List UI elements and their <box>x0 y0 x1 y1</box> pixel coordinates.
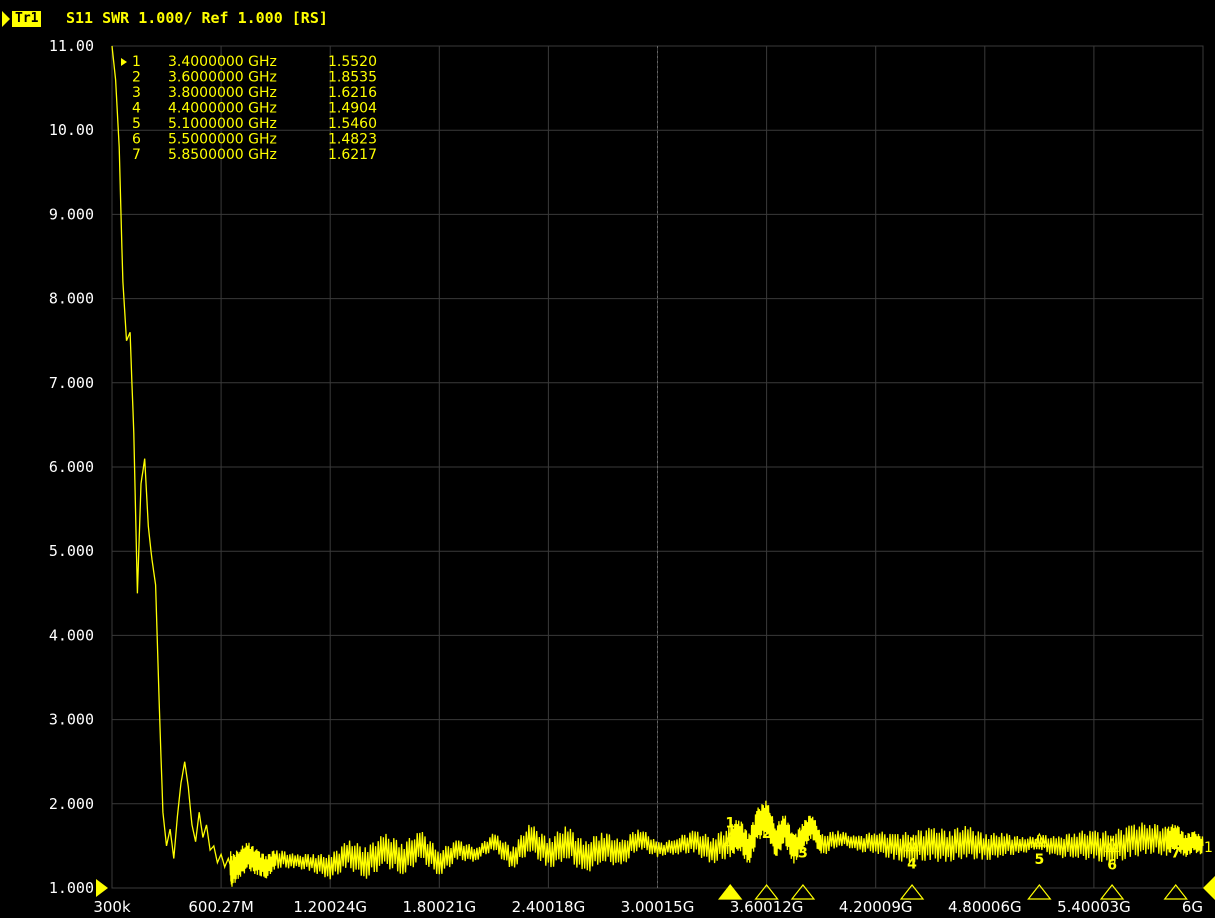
marker-table-freq: 3.6000000 GHz <box>168 70 277 86</box>
trace-header: Tr1 S11 SWR 1.000/ Ref 1.000 [RS] <box>0 0 1215 30</box>
marker-bottom-icon <box>754 884 779 900</box>
marker-bottom-icon <box>899 884 925 900</box>
marker-label: 4 <box>907 857 917 873</box>
marker-bottom-icon <box>717 884 743 900</box>
marker-label: 6 <box>1107 857 1117 873</box>
marker-table-value: 1.6217 <box>328 147 377 163</box>
x-tick-label: 300k <box>93 898 131 916</box>
trace-title: S11 SWR 1.000/ Ref 1.000 [RS] <box>66 9 328 27</box>
marker-table-id: 7 <box>132 147 141 163</box>
marker-label: 7 <box>1171 846 1181 862</box>
y-tick-label: 3.000 <box>49 711 94 729</box>
marker-bottom-icon <box>1027 884 1052 900</box>
x-tick-label: 4.20009G <box>839 898 913 916</box>
y-tick-label: 5.000 <box>49 542 94 560</box>
marker-table-value: 1.4904 <box>328 101 377 117</box>
marker-on-trace-icon <box>1105 838 1120 852</box>
marker-label: 5 <box>1034 852 1044 868</box>
ref-label: 1 <box>1204 840 1213 856</box>
x-tick-label: 4.80006G <box>948 898 1022 916</box>
x-tick-label: 600.27M <box>188 898 253 916</box>
x-tick-label: 1.80021G <box>402 898 476 916</box>
marker-label: 2 <box>762 826 772 842</box>
x-tick-label: 3.00015G <box>621 898 695 916</box>
active-marker-arrow-icon <box>121 58 127 66</box>
ref-marker-left-icon <box>96 879 108 897</box>
ref-marker-right-icon <box>1203 876 1215 900</box>
marker-on-trace-icon <box>905 837 920 852</box>
marker-table-id: 1 <box>132 54 141 70</box>
trace-tab[interactable]: Tr1 <box>12 11 42 27</box>
x-tick-label: 3.60012G <box>730 898 804 916</box>
marker-on-trace-icon <box>759 806 774 821</box>
marker-table-freq: 3.4000000 GHz <box>168 54 277 70</box>
x-tick-label: 6G <box>1182 898 1203 916</box>
x-tick-label: 2.40018G <box>512 898 586 916</box>
x-tick-label: 5.40003G <box>1057 898 1131 916</box>
x-tick-label: 1.20024G <box>293 898 367 916</box>
marker-table-value: 1.6216 <box>328 85 377 101</box>
marker-table-id: 3 <box>132 85 141 101</box>
y-tick-label: 4.000 <box>49 626 94 644</box>
marker-table-freq: 5.1000000 GHz <box>168 116 277 132</box>
marker-bottom-icon <box>1163 884 1188 900</box>
marker-label: 3 <box>798 846 808 862</box>
y-tick-label: 8.000 <box>49 290 94 308</box>
marker-bottom-icon <box>1099 884 1125 900</box>
marker-on-trace-icon <box>1032 832 1047 847</box>
marker-table-value: 1.8535 <box>328 70 377 86</box>
marker-table-freq: 4.4000000 GHz <box>168 101 277 117</box>
trace-arrow-icon <box>2 11 10 27</box>
marker-table-id: 5 <box>132 116 141 132</box>
y-tick-label: 10.00 <box>49 121 94 139</box>
marker-table-id: 2 <box>132 70 141 86</box>
marker-on-trace-icon <box>723 832 738 847</box>
marker-table-id: 4 <box>132 101 141 117</box>
marker-on-trace-icon <box>1168 826 1183 841</box>
marker-table-freq: 3.8000000 GHz <box>168 85 277 101</box>
marker-bottom-icon <box>790 884 816 900</box>
y-tick-label: 11.00 <box>49 37 94 55</box>
swr-trace-line <box>111 45 1204 887</box>
y-tick-label: 2.000 <box>49 795 94 813</box>
marker-table-freq: 5.5000000 GHz <box>168 132 277 148</box>
marker-label: 1 <box>725 816 735 832</box>
y-tick-label: 9.000 <box>49 205 94 223</box>
y-tick-label: 7.000 <box>49 374 94 392</box>
marker-table-value: 1.5520 <box>328 54 377 70</box>
y-tick-label: 1.000 <box>49 879 94 897</box>
marker-on-trace-icon <box>795 826 810 841</box>
y-tick-label: 6.000 <box>49 458 94 476</box>
marker-table-freq: 5.8500000 GHz <box>168 147 277 163</box>
marker-table-value: 1.4823 <box>328 132 377 148</box>
marker-table-value: 1.5460 <box>328 116 377 132</box>
marker-table-id: 6 <box>132 132 141 148</box>
